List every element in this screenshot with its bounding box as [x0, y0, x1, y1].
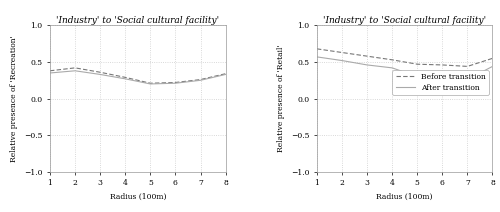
Y-axis label: Relative presence of 'Retail': Relative presence of 'Retail' — [277, 45, 285, 152]
Y-axis label: Relative presence of 'Recreation': Relative presence of 'Recreation' — [10, 35, 18, 162]
Before transition — [389, 59, 395, 61]
Line: Before transition: Before transition — [317, 49, 492, 66]
Line: After transition: After transition — [317, 57, 492, 80]
After transition — [389, 67, 395, 69]
After transition — [72, 70, 78, 72]
Before transition — [222, 73, 228, 75]
Before transition — [198, 78, 203, 81]
After transition — [172, 82, 178, 85]
After transition — [97, 73, 103, 76]
After transition — [414, 75, 420, 78]
Before transition — [464, 65, 470, 68]
Before transition — [47, 70, 53, 72]
Before transition — [339, 51, 345, 54]
After transition — [148, 83, 154, 85]
Title: 'Industry' to 'Social cultural facility': 'Industry' to 'Social cultural facility' — [323, 16, 486, 25]
Before transition — [172, 81, 178, 84]
Before transition — [148, 82, 154, 85]
After transition — [364, 64, 370, 66]
After transition — [122, 78, 128, 80]
Before transition — [122, 76, 128, 79]
After transition — [314, 56, 320, 58]
Line: After transition: After transition — [50, 71, 226, 84]
After transition — [198, 79, 203, 82]
Line: Before transition: Before transition — [50, 68, 226, 83]
Before transition — [97, 71, 103, 74]
Before transition — [440, 64, 446, 66]
Before transition — [314, 47, 320, 50]
Before transition — [364, 55, 370, 57]
Before transition — [72, 67, 78, 69]
X-axis label: Radius (100m): Radius (100m) — [376, 193, 433, 201]
Title: 'Industry' to 'Social cultural facility': 'Industry' to 'Social cultural facility' — [56, 16, 220, 25]
Legend: Before transition, After transition: Before transition, After transition — [392, 70, 488, 95]
After transition — [490, 65, 496, 68]
After transition — [464, 78, 470, 81]
Before transition — [490, 57, 496, 60]
After transition — [440, 71, 446, 74]
After transition — [339, 59, 345, 62]
After transition — [47, 72, 53, 74]
Before transition — [414, 63, 420, 66]
X-axis label: Radius (100m): Radius (100m) — [110, 193, 166, 201]
After transition — [222, 73, 228, 76]
